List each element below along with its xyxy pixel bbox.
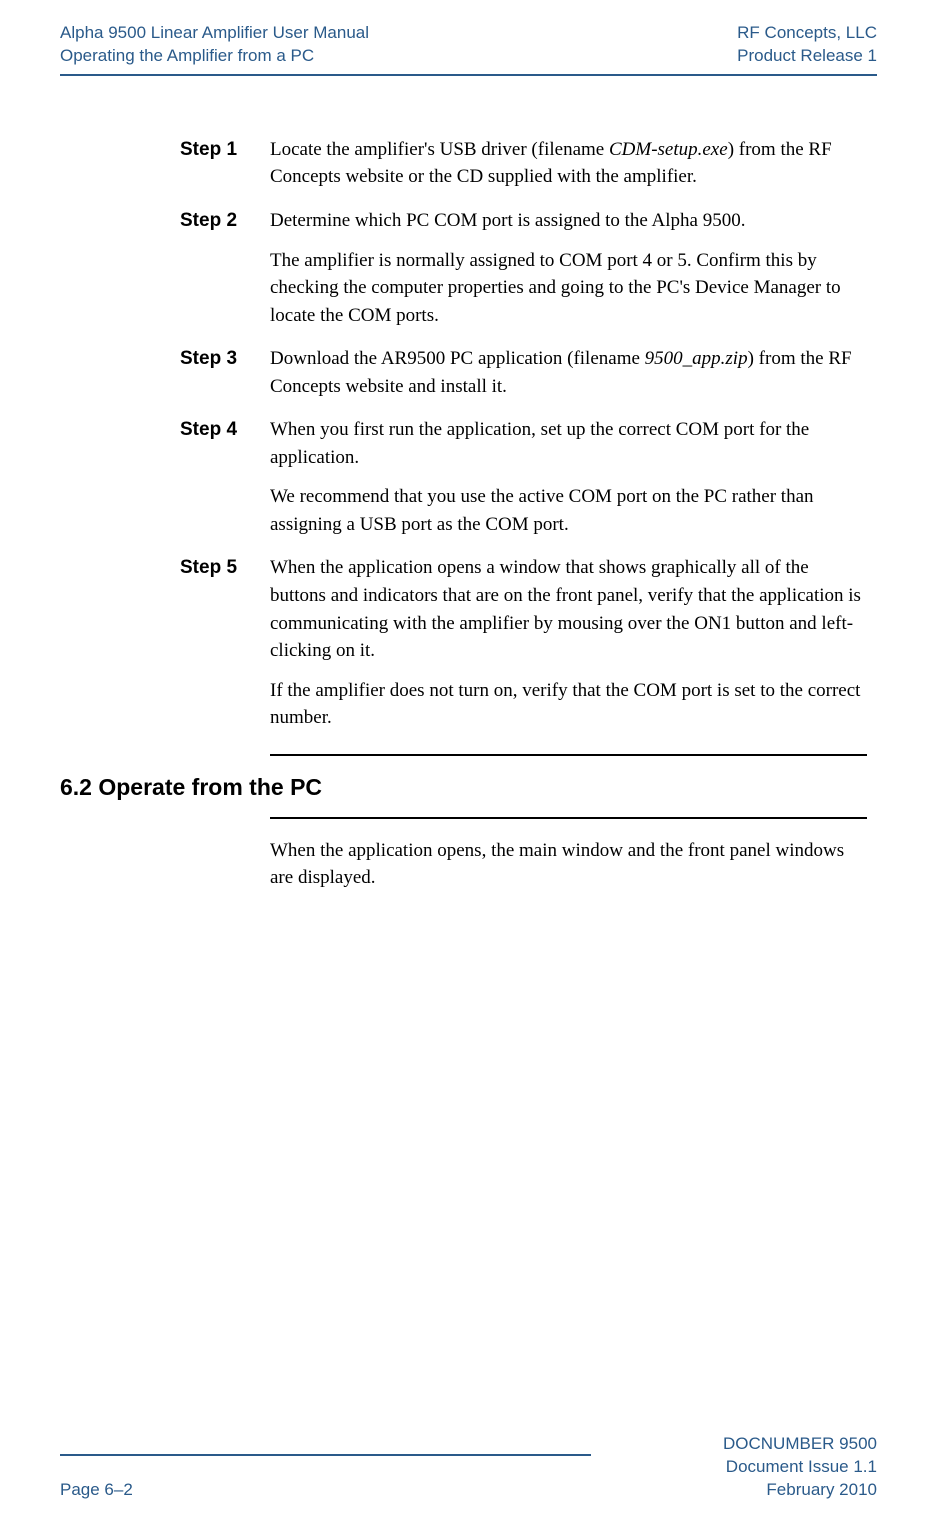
page-content: Step 1 Locate the amplifier's USB driver…	[180, 136, 867, 892]
step-5: Step 5 When the application opens a wind…	[180, 554, 867, 731]
step-4-label: Step 4	[180, 416, 270, 538]
header-right-line2: Product Release 1	[737, 45, 877, 68]
separator-top	[270, 754, 867, 756]
step-4: Step 4 When you first run the applicatio…	[180, 416, 867, 538]
step-5-body: When the application opens a window that…	[270, 554, 867, 731]
step-1: Step 1 Locate the amplifier's USB driver…	[180, 136, 867, 191]
step-4-body: When you first run the application, set …	[270, 416, 867, 538]
section-body: When the application opens, the main win…	[270, 837, 867, 892]
step-5-label: Step 5	[180, 554, 270, 731]
header-right: RF Concepts, LLC Product Release 1	[737, 22, 877, 68]
step-3: Step 3 Download the AR9500 PC applicatio…	[180, 345, 867, 400]
footer-rule	[60, 1454, 591, 1456]
step-1-text: Locate the amplifier's USB driver (filen…	[270, 136, 867, 191]
header-left-line1: Alpha 9500 Linear Amplifier User Manual	[60, 22, 369, 45]
step-1-label: Step 1	[180, 136, 270, 191]
footer-page-number: Page 6–2	[60, 1479, 133, 1502]
step-3-body: Download the AR9500 PC application (file…	[270, 345, 867, 400]
step-3-label: Step 3	[180, 345, 270, 400]
step-1-body: Locate the amplifier's USB driver (filen…	[270, 136, 867, 191]
step-4-text-1: When you first run the application, set …	[270, 416, 867, 471]
step-2-label: Step 2	[180, 207, 270, 329]
page-header: Alpha 9500 Linear Amplifier User Manual …	[60, 22, 877, 76]
section-heading: 6.2 Operate from the PC	[60, 774, 867, 801]
separator-bottom	[270, 817, 867, 819]
step-2-text-2: The amplifier is normally assigned to CO…	[270, 247, 867, 330]
section-text-1: When the application opens, the main win…	[270, 837, 867, 892]
header-right-line1: RF Concepts, LLC	[737, 22, 877, 45]
footer-doc-issue: Document Issue 1.1	[726, 1456, 877, 1479]
header-left-line2: Operating the Amplifier from a PC	[60, 45, 369, 68]
footer-docnumber: DOCNUMBER 9500	[591, 1433, 877, 1456]
step-2-body: Determine which PC COM port is assigned …	[270, 207, 867, 329]
step-4-text-2: We recommend that you use the active COM…	[270, 483, 867, 538]
step-5-text-2: If the amplifier does not turn on, verif…	[270, 677, 867, 732]
step-5-text-1: When the application opens a window that…	[270, 554, 867, 664]
footer-date: February 2010	[726, 1479, 877, 1502]
step-2: Step 2 Determine which PC COM port is as…	[180, 207, 867, 329]
page-footer: DOCNUMBER 9500 Page 6–2 Document Issue 1…	[60, 1433, 877, 1502]
step-2-text-1: Determine which PC COM port is assigned …	[270, 207, 867, 235]
header-left: Alpha 9500 Linear Amplifier User Manual …	[60, 22, 369, 68]
step-3-text: Download the AR9500 PC application (file…	[270, 345, 867, 400]
